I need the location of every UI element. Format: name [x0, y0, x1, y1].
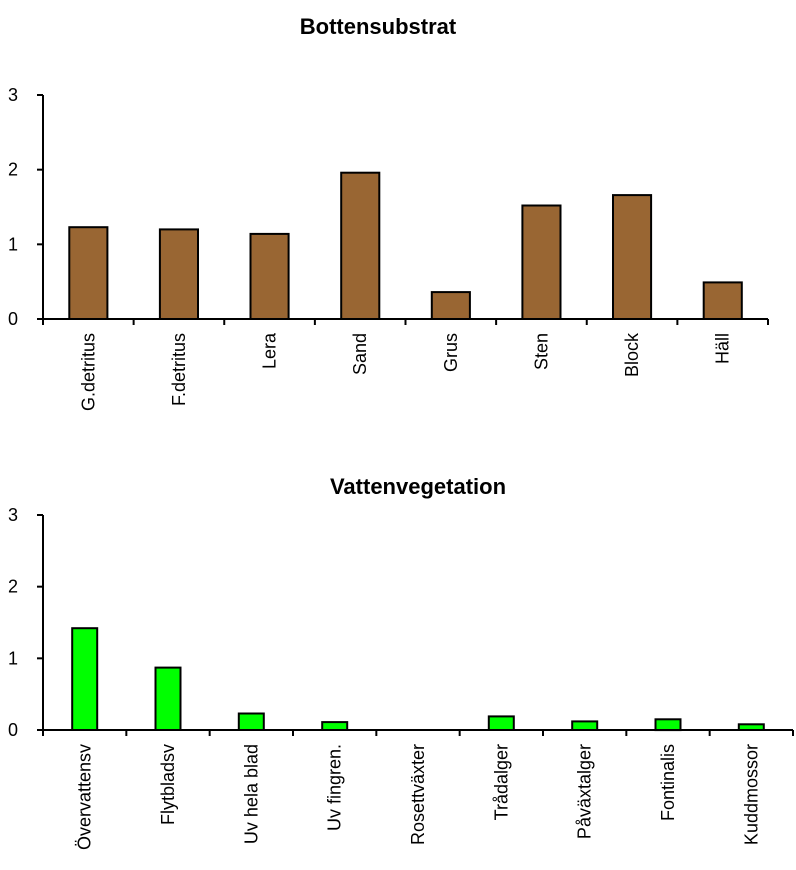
- category-label-hall: Häll: [713, 333, 733, 364]
- bar-pavaxtalger: [571, 720, 599, 732]
- bar-grus: [430, 291, 471, 321]
- bar-hall: [702, 281, 743, 320]
- category-label-overvattensv: Övervattensv: [75, 744, 95, 850]
- category-label-lera: Lera: [260, 332, 280, 369]
- category-label-kuddmossor: Kuddmossor: [741, 744, 761, 845]
- category-label-fontinalis: Fontinalis: [658, 744, 678, 821]
- category-label-g-detritus: G.detritus: [78, 333, 98, 411]
- bar-overvattensv: [71, 627, 99, 732]
- y-tick-label: 3: [8, 505, 18, 525]
- bar-f-detritus: [158, 228, 199, 320]
- category-label-rosettvaxter: Rosettväxter: [408, 744, 428, 845]
- bar-sand: [340, 171, 381, 320]
- category-label-f-detritus: F.detritus: [169, 333, 189, 406]
- category-label-flytbladsv: Flytbladsv: [158, 744, 178, 825]
- y-tick-label: 2: [8, 577, 18, 597]
- category-label-grus: Grus: [441, 333, 461, 372]
- bar-lera: [249, 232, 290, 320]
- bottensubstrat-chart: Bottensubstrat 0 1 2 3 G.detritus F.detritus L…: [8, 14, 769, 411]
- bar-uv-hela-blad: [237, 712, 265, 731]
- vattenvegetation-chart: Vattenvegetation 0 1 2 3 Övervattensv Flytbla…: [8, 474, 794, 850]
- bar-block: [612, 194, 653, 321]
- bar-sten: [521, 204, 562, 320]
- y-tick-label: 2: [8, 160, 18, 180]
- category-label-uv-fingren: Uv fingren.: [325, 744, 345, 831]
- chart-title: Vattenvegetation: [330, 474, 506, 499]
- bar-tradalger: [487, 715, 515, 732]
- category-label-sand: Sand: [350, 333, 370, 375]
- category-label-tradalger: Trådalger: [491, 744, 511, 820]
- bar-g-detritus: [68, 226, 109, 320]
- category-label-pavaxtalger: Påväxtalger: [575, 744, 595, 839]
- y-tick-label: 1: [8, 648, 18, 668]
- y-tick-label: 1: [8, 234, 18, 254]
- y-tick-label: 0: [8, 309, 18, 329]
- bar-uv-fingren: [321, 721, 349, 731]
- y-tick-label: 3: [8, 85, 18, 105]
- y-tick-label: 0: [8, 720, 18, 740]
- bar-flytbladsv: [154, 666, 182, 731]
- bar-fontinalis: [654, 718, 682, 732]
- category-label-block: Block: [622, 332, 642, 377]
- chart-title: Bottensubstrat: [300, 14, 457, 39]
- category-label-sten: Sten: [531, 333, 551, 370]
- category-label-uv-hela-blad: Uv hela blad: [241, 744, 261, 844]
